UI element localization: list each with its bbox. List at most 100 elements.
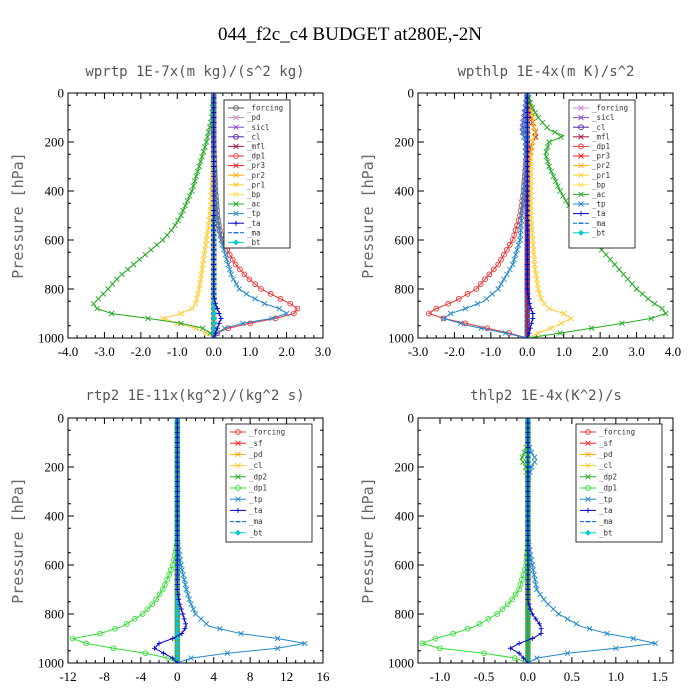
legend-marker: [585, 462, 591, 469]
legend-marker: [235, 473, 241, 480]
data-point: [210, 93, 217, 96]
data-point: [226, 251, 233, 258]
legend-marker: [235, 529, 241, 536]
legend-marker: [585, 451, 591, 458]
x-tick-label: 2.0: [592, 344, 608, 359]
data-point: [174, 582, 180, 588]
data-point: [550, 606, 557, 612]
data-point: [207, 202, 214, 209]
legend-item: _sf: [230, 439, 263, 448]
data-point: [521, 124, 527, 131]
data-point: [170, 655, 176, 661]
data-point: [287, 300, 294, 307]
legend-label: _bt: [599, 528, 613, 537]
data-point: [174, 435, 180, 441]
x-tick-label: -1.0: [167, 344, 188, 359]
data-point: [192, 611, 199, 617]
data-point: [525, 591, 531, 597]
panel-2: wpthlp 1E-4x(m K)/s^2 Pressure [hPa] 0 200 4…: [359, 64, 681, 359]
data-point: [174, 449, 180, 455]
data-point: [174, 489, 180, 494]
data-point: [211, 105, 217, 111]
data-point: [524, 193, 530, 199]
series-ta: [507, 418, 544, 663]
data-point: [174, 444, 180, 450]
data-point: [558, 320, 565, 327]
data-point: [524, 149, 530, 155]
legend-marker: [578, 211, 584, 217]
data-point: [526, 296, 532, 302]
data-point: [525, 518, 531, 524]
legend-label: _tp: [592, 200, 606, 209]
data-point: [528, 193, 534, 199]
data-point: [419, 640, 426, 647]
legend-label: _bp: [592, 180, 606, 189]
data-point: [445, 300, 452, 307]
data-point: [529, 139, 536, 145]
data-point: [528, 217, 535, 224]
data-point: [528, 163, 534, 170]
data-point: [524, 188, 530, 194]
y-tick-label: 400: [45, 509, 65, 524]
y-tick-label: 800: [395, 607, 415, 622]
data-point: [557, 330, 563, 336]
data-point: [211, 222, 217, 228]
data-point: [525, 587, 531, 592]
data-point: [527, 99, 534, 106]
data-point: [528, 153, 534, 160]
data-point: [524, 222, 530, 228]
data-point: [528, 212, 534, 219]
data-point: [181, 576, 188, 583]
data-point: [207, 207, 214, 214]
data-point: [519, 207, 526, 214]
legend-item: _pr2: [573, 161, 610, 170]
data-point: [196, 163, 202, 170]
data-point: [532, 266, 539, 273]
data-point: [174, 587, 180, 592]
legend-marker: [233, 239, 239, 246]
data-point: [211, 110, 217, 116]
data-point: [525, 650, 531, 657]
data-point: [525, 474, 531, 480]
data-point: [178, 320, 184, 327]
data-point: [518, 222, 524, 229]
data-point: [237, 266, 243, 273]
data-point: [521, 183, 527, 189]
legend-label: _sicl: [592, 113, 615, 122]
data-point: [166, 571, 172, 578]
y-tick-label: 600: [395, 233, 415, 248]
legend-label: _ta: [247, 219, 261, 228]
data-point: [560, 310, 567, 317]
data-point: [186, 193, 193, 199]
data-point: [652, 640, 659, 647]
data-point: [216, 320, 222, 326]
data-point: [168, 227, 175, 234]
legend-item: _forcing: [228, 104, 283, 113]
legend-item: _forcing: [230, 428, 285, 437]
legend-item: _ta: [573, 209, 606, 218]
data-point: [202, 144, 208, 150]
data-point: [525, 489, 531, 494]
data-point: [224, 256, 230, 263]
legend-item: _bp: [228, 190, 261, 199]
legend-label: _dp2: [599, 472, 617, 481]
data-point: [525, 552, 531, 558]
data-point: [450, 630, 457, 637]
data-point: [524, 144, 530, 150]
data-point: [509, 261, 516, 268]
data-point: [604, 630, 610, 637]
data-point: [477, 281, 484, 287]
data-point: [174, 518, 180, 524]
data-point: [525, 660, 531, 663]
data-point: [532, 129, 539, 136]
data-point: [174, 552, 180, 558]
data-point: [232, 261, 239, 268]
data-point: [211, 232, 217, 238]
data-point: [524, 320, 531, 327]
data-point: [193, 295, 200, 302]
data-point: [525, 620, 531, 627]
legend-label: _ac: [247, 200, 261, 209]
y-tick-label: 400: [395, 184, 415, 199]
legend-item: _pr1: [228, 180, 265, 189]
data-point: [544, 158, 551, 165]
